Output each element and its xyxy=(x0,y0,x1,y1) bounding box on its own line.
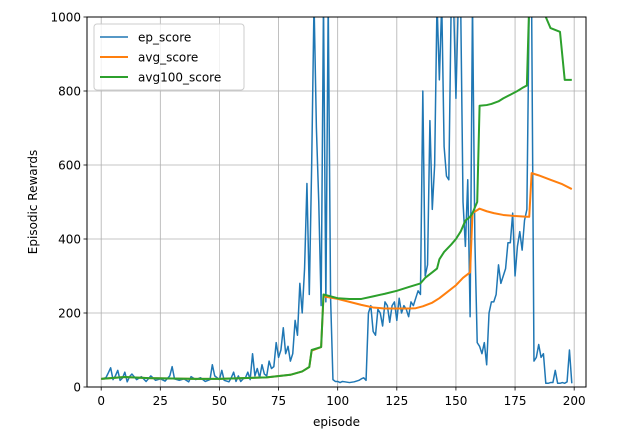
x-tick-label: 50 xyxy=(212,394,227,408)
grid xyxy=(87,16,586,388)
x-axis: 0 25 50 75 100 125 150 175 200 xyxy=(97,387,586,408)
legend: ep_score avg_score avg100_score xyxy=(93,23,245,91)
series-line-avg100-score xyxy=(101,17,572,380)
x-tick-label: 175 xyxy=(504,394,527,408)
y-axis-label: Episodic Rewards xyxy=(26,150,40,254)
y-tick-label: 600 xyxy=(58,159,81,173)
x-axis-label: episode xyxy=(313,415,360,429)
x-tick-label: 75 xyxy=(271,394,286,408)
legend-frame xyxy=(93,23,245,91)
y-tick-label: 400 xyxy=(58,233,81,247)
y-tick-label: 200 xyxy=(58,307,81,321)
x-tick-label: 25 xyxy=(153,394,168,408)
plot-frame xyxy=(86,16,587,388)
x-tick-label: 150 xyxy=(444,394,467,408)
legend-label-avg100-score: avg100_score xyxy=(138,71,221,85)
x-tick-label: 125 xyxy=(385,394,408,408)
x-tick-label: 0 xyxy=(97,394,105,408)
y-axis: 0 200 400 600 800 1000 xyxy=(50,11,87,395)
y-tick-label: 0 xyxy=(73,381,81,395)
x-tick-label: 200 xyxy=(563,394,586,408)
y-tick-label: 1000 xyxy=(50,11,81,25)
legend-label-ep-score: ep_score xyxy=(138,31,191,45)
legend-label-avg-score: avg_score xyxy=(138,51,198,65)
series-layer xyxy=(101,17,573,385)
y-tick-label: 800 xyxy=(58,85,81,99)
series-line-ep-score xyxy=(101,17,573,385)
x-tick-label: 100 xyxy=(326,394,349,408)
